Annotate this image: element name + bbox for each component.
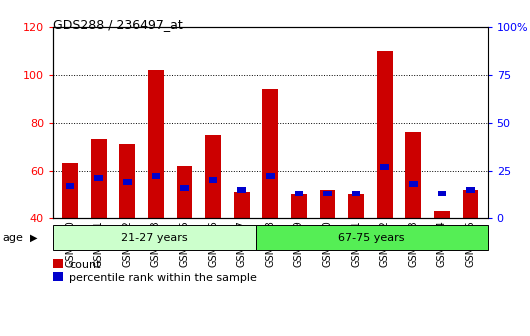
Bar xyxy=(123,179,131,185)
Bar xyxy=(63,163,78,218)
Bar xyxy=(209,177,217,183)
Bar xyxy=(291,195,307,218)
Text: count: count xyxy=(69,260,100,270)
Bar xyxy=(381,164,389,170)
Bar xyxy=(434,211,450,218)
Bar xyxy=(91,139,107,218)
Bar xyxy=(180,185,189,191)
Bar xyxy=(148,70,164,218)
Text: percentile rank within the sample: percentile rank within the sample xyxy=(69,273,257,283)
Text: age: age xyxy=(3,233,23,243)
Text: ▶: ▶ xyxy=(30,233,38,243)
Bar xyxy=(53,225,256,250)
Text: 21-27 years: 21-27 years xyxy=(121,233,188,243)
Bar xyxy=(405,132,421,218)
Bar xyxy=(348,195,364,218)
Bar xyxy=(377,51,393,218)
Bar xyxy=(205,135,221,218)
Bar xyxy=(320,190,335,218)
Bar xyxy=(94,175,103,181)
Bar xyxy=(409,181,418,187)
Bar xyxy=(176,166,192,218)
Bar xyxy=(352,191,360,197)
Text: GDS288 / 236497_at: GDS288 / 236497_at xyxy=(53,18,183,32)
Text: 67-75 years: 67-75 years xyxy=(339,233,405,243)
Bar xyxy=(323,191,332,197)
Bar xyxy=(466,187,475,193)
Bar xyxy=(237,187,246,193)
Bar xyxy=(66,183,74,189)
Bar xyxy=(262,89,278,218)
Bar xyxy=(152,173,160,179)
Bar xyxy=(256,225,488,250)
Bar xyxy=(463,190,478,218)
Bar xyxy=(234,192,250,218)
Bar xyxy=(295,191,303,197)
Bar xyxy=(266,173,275,179)
Bar xyxy=(119,144,135,218)
Bar xyxy=(438,191,446,197)
